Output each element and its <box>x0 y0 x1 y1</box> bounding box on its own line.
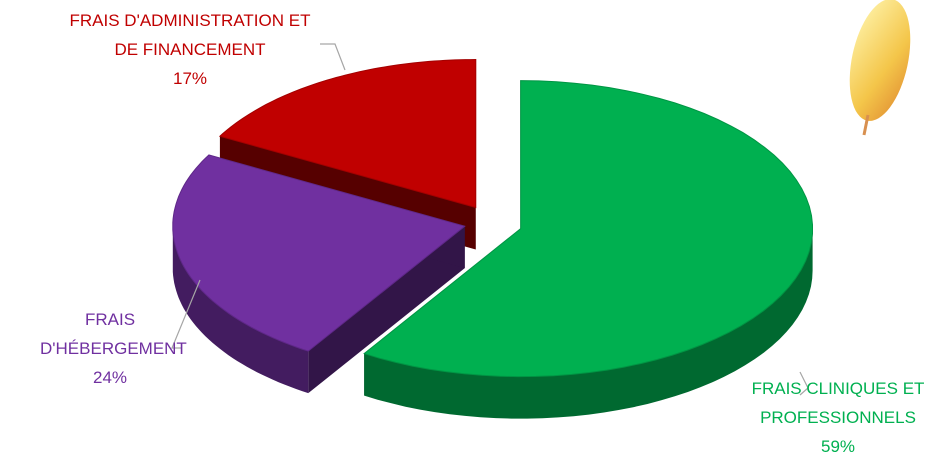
leader-lines <box>171 43 809 396</box>
category-label: FRAIS CLINIQUES ET PROFESSIONNELS <box>751 379 925 427</box>
slice-side <box>364 228 813 419</box>
pie <box>172 58 813 419</box>
value-label: 17% <box>172 69 208 88</box>
slice <box>218 58 477 209</box>
slice <box>363 80 813 378</box>
slice-label: FRAIS CLINIQUES ET PROFESSIONNELS 59% <box>728 374 948 453</box>
value-label: 24% <box>92 368 128 387</box>
slice-side <box>172 226 309 394</box>
slice-side <box>308 226 465 394</box>
value-label: 59% <box>820 437 856 453</box>
slice-label: FRAIS D'HÉBERGEMENT 24% <box>25 305 195 392</box>
slice <box>172 154 466 352</box>
category-label: FRAIS D'HÉBERGEMENT <box>40 310 187 358</box>
category-label: FRAIS D'ADMINISTRATION ET DE FINANCEMENT <box>69 11 311 59</box>
slice-label: FRAIS D'ADMINISTRATION ET DE FINANCEMENT… <box>40 6 340 93</box>
leaf-decoration <box>849 0 911 136</box>
